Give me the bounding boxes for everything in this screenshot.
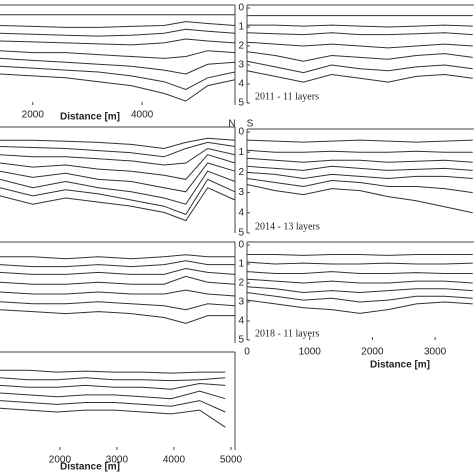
- y-tick-label: 5: [238, 98, 244, 109]
- y-tick-label: 3: [238, 187, 244, 198]
- layer-line: [0, 309, 235, 324]
- layer-line: [0, 187, 236, 222]
- layer-line: [246, 32, 473, 36]
- panel-annotation: 2014 - 13 layers: [255, 221, 320, 232]
- layer-line: [246, 286, 473, 294]
- layer-line: [246, 292, 473, 303]
- layer-line: [246, 70, 473, 83]
- layer-line: [0, 301, 236, 311]
- layer-line: [246, 261, 473, 265]
- y-tick-label: 1: [238, 22, 244, 33]
- layer-line: [0, 141, 236, 158]
- x-tick-label: 3000: [424, 347, 447, 358]
- x-tick-label: 1000: [299, 347, 322, 358]
- layer-line: [0, 73, 236, 102]
- layer-line: [246, 51, 473, 62]
- layer-line: [0, 28, 236, 37]
- south-label: S: [247, 119, 254, 130]
- x-tick-label: 4000: [131, 110, 154, 121]
- layer-line: [0, 377, 226, 382]
- x-tick-label: 0: [244, 347, 250, 358]
- layer-line: [246, 60, 473, 74]
- y-tick-label: 0: [238, 3, 244, 14]
- layer-line: [0, 21, 236, 28]
- y-tick-label: 4: [238, 316, 244, 327]
- layer-line: [0, 382, 226, 390]
- layer-line: [246, 184, 473, 214]
- layer-line: [0, 390, 226, 400]
- layer-line: [0, 154, 236, 180]
- layer-line: [246, 149, 473, 153]
- layer-line: [0, 65, 236, 91]
- y-tick-label: 2: [238, 278, 244, 289]
- layer-line: [0, 260, 235, 268]
- panel-annotation: 2011 - 11 layers: [255, 91, 319, 102]
- layer-line: [0, 254, 235, 260]
- x-tick-label: 2000: [22, 110, 45, 121]
- layer-line: [246, 157, 473, 163]
- y-tick-label: 0: [238, 240, 244, 251]
- x-tick-label: 4000: [163, 455, 186, 466]
- layer-line: [0, 267, 236, 275]
- layer-line: [246, 178, 473, 194]
- layer-line: [246, 299, 473, 314]
- layer-line: [0, 289, 236, 297]
- layer-line: [0, 50, 236, 59]
- x-axis-label: Distance [m]: [60, 462, 120, 473]
- y-tick-label: 5: [238, 228, 244, 239]
- layer-line: [246, 165, 473, 171]
- layer-line: [0, 178, 236, 216]
- x-axis-label: Distance [m]: [370, 360, 430, 371]
- layer-line: [0, 38, 236, 46]
- layer-line: [0, 369, 226, 374]
- y-tick-label: 3: [238, 297, 244, 308]
- layer-line: [246, 139, 473, 143]
- layer-line: [246, 41, 473, 49]
- layer-line: [247, 24, 473, 28]
- y-tick-label: 4: [238, 79, 244, 90]
- layer-line: [247, 254, 473, 256]
- layer-line: [0, 170, 236, 205]
- x-tick-label: 5000: [220, 455, 243, 466]
- north-label: N: [228, 119, 235, 130]
- y-tick-label: 1: [238, 147, 244, 158]
- layer-line: [246, 171, 473, 180]
- y-tick-label: 0: [238, 127, 244, 138]
- y-tick-label: 3: [238, 60, 244, 71]
- layer-line: [0, 275, 236, 285]
- y-tick-label: 4: [238, 207, 244, 218]
- layer-line: [246, 278, 473, 284]
- layer-line: [0, 57, 236, 75]
- x-tick-label: 2000: [49, 455, 72, 466]
- y-tick-label: 2: [238, 167, 244, 178]
- layer-line: [0, 137, 236, 150]
- layer-line: [246, 271, 473, 274]
- x-tick-label: 2000: [361, 347, 384, 358]
- y-tick-label: 1: [238, 259, 244, 270]
- layer-line: [0, 400, 226, 413]
- layer-line: [0, 147, 236, 166]
- x-axis-label: Distance [m]: [60, 112, 120, 123]
- panel-annotation: 2018 - 11 layers: [255, 328, 319, 339]
- layer-line: [0, 162, 236, 193]
- y-tick-label: 5: [238, 335, 244, 346]
- y-tick-label: 2: [238, 41, 244, 52]
- layer-line: [0, 407, 226, 428]
- x-tick-label: 3000: [106, 455, 129, 466]
